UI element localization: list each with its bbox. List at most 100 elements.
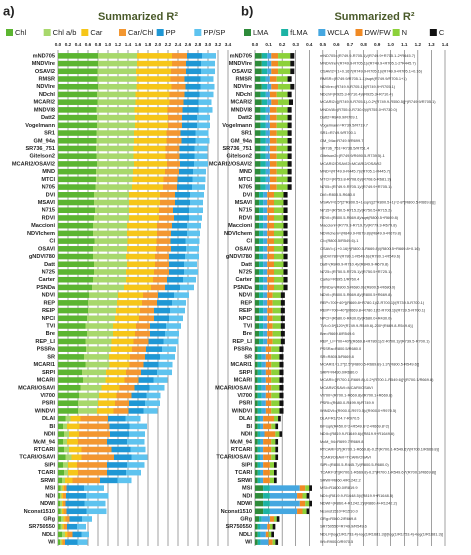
bar-segment xyxy=(79,431,110,437)
category-label: SRWI xyxy=(40,478,55,484)
bar-segment xyxy=(276,122,288,129)
bar-segment xyxy=(107,469,126,476)
bar-segment xyxy=(255,184,261,190)
bar-segment xyxy=(129,207,159,214)
bar-segment xyxy=(94,199,129,206)
bar-segment xyxy=(129,431,145,437)
bar-segment xyxy=(194,153,208,159)
bar-segment xyxy=(58,338,86,345)
bar-segment xyxy=(171,246,186,252)
bar-segment xyxy=(271,369,280,376)
category-label: PSNDa xyxy=(36,285,56,291)
formula: TVI=0.5*[120*(R749.9-R549.6)-200*(R669.8… xyxy=(320,323,413,328)
bar-segment xyxy=(198,107,213,113)
bar-segment xyxy=(62,531,65,538)
bar-segment xyxy=(265,130,270,136)
bar-segment xyxy=(271,423,276,430)
formula: NDWI=(R860.4-R1242.2)/(R860.4+R1242.2) xyxy=(320,501,398,506)
category-label: GRg xyxy=(240,516,252,522)
bar-segment xyxy=(184,76,201,82)
bar-segment xyxy=(129,192,160,198)
category-label: RTCARI xyxy=(231,447,253,453)
bar-segment xyxy=(154,315,169,322)
bar-segment xyxy=(131,454,148,461)
category-label: MCARI/OSAVI xyxy=(18,385,55,391)
bar-segment xyxy=(263,338,268,345)
bar-segment xyxy=(255,500,264,507)
bar-segment xyxy=(86,346,111,352)
bar-segment xyxy=(309,485,312,491)
bar-segment xyxy=(271,361,280,368)
bar-segment xyxy=(283,269,288,275)
bar-segment xyxy=(180,161,194,167)
chart-title: Summarized R² xyxy=(98,11,178,23)
bar-segment xyxy=(62,500,63,507)
category-label: WI xyxy=(48,540,55,546)
bar-segment xyxy=(255,99,262,105)
bar-segment xyxy=(195,137,210,144)
bar-segment xyxy=(79,423,110,430)
legend-swatch xyxy=(194,29,202,36)
category-label: MTCI xyxy=(238,177,252,183)
x-tick-label: 2.8 xyxy=(195,42,202,47)
formula: TCARI=3*[(R700.1-R669.8)-0.2*(R700.1-R54… xyxy=(320,470,436,475)
bar-segment xyxy=(255,485,264,491)
bar-segment xyxy=(98,60,137,67)
bar-segment xyxy=(96,130,134,136)
bar-segment xyxy=(274,215,284,221)
category-label: Datt xyxy=(241,262,252,268)
bar-segment xyxy=(267,300,273,306)
bar-segment xyxy=(261,408,266,414)
bar-segment xyxy=(58,315,87,322)
category-label: MNDVI8 xyxy=(231,107,252,113)
bar-segment xyxy=(274,199,284,206)
formula: GRg=R560.2/R669.8 xyxy=(320,516,356,521)
bar-segment xyxy=(58,130,97,136)
bar-segment xyxy=(297,493,303,499)
bar-segment xyxy=(255,153,261,159)
category-label: SR750550 xyxy=(226,524,252,530)
category-label: RMSR xyxy=(236,77,252,83)
bar-segment xyxy=(127,439,145,445)
formula: MND=(R749.9-R445.7)/(R705.1-R445.7) xyxy=(320,169,391,174)
x-tick-label: 2.4 xyxy=(175,42,182,47)
x-tick-label: 0.6 xyxy=(85,42,92,47)
bar-segment xyxy=(119,384,135,391)
bar-segment xyxy=(255,454,258,461)
bar-segment xyxy=(269,500,300,507)
bar-segment xyxy=(265,114,270,121)
category-label: REIP xyxy=(42,308,55,314)
bar-segment xyxy=(129,423,147,430)
category-label: Datt xyxy=(44,262,55,268)
bar-segment xyxy=(269,176,277,183)
bar-segment xyxy=(63,423,67,430)
bar-segment xyxy=(261,68,268,75)
bar-segment xyxy=(269,493,298,499)
category-label: MNDVIre xyxy=(32,61,55,67)
bar-segment xyxy=(275,423,279,430)
category-label: NDVI xyxy=(42,293,56,299)
category-label: PSSRa xyxy=(234,347,253,353)
x-tick-label: 0.0 xyxy=(55,42,62,47)
bar-segment xyxy=(172,222,187,229)
x-tick-label: 0.1 xyxy=(265,42,272,47)
bar-segment xyxy=(137,60,172,67)
bar-segment xyxy=(276,516,280,522)
x-tick-label: 0.4 xyxy=(75,42,82,47)
bar-segment xyxy=(255,384,258,391)
bar-segment xyxy=(96,107,135,113)
x-tick-label: 1.4 xyxy=(125,42,132,47)
bar-segment xyxy=(260,184,266,190)
category-label: NDI xyxy=(45,493,55,499)
category-label: mND705 xyxy=(230,53,252,59)
bar-segment xyxy=(63,500,66,507)
bar-segment xyxy=(269,122,277,129)
bar-segment xyxy=(255,323,260,329)
bar-segment xyxy=(131,392,147,399)
x-tick-label: 2.2 xyxy=(165,42,172,47)
bar-segment xyxy=(261,354,266,360)
formula: Gitelson2=(R749.9/R690.5-R739.5)-1 xyxy=(320,153,385,158)
bar-segment xyxy=(263,477,270,484)
bar-segment xyxy=(94,192,129,198)
bar-segment xyxy=(272,300,281,306)
